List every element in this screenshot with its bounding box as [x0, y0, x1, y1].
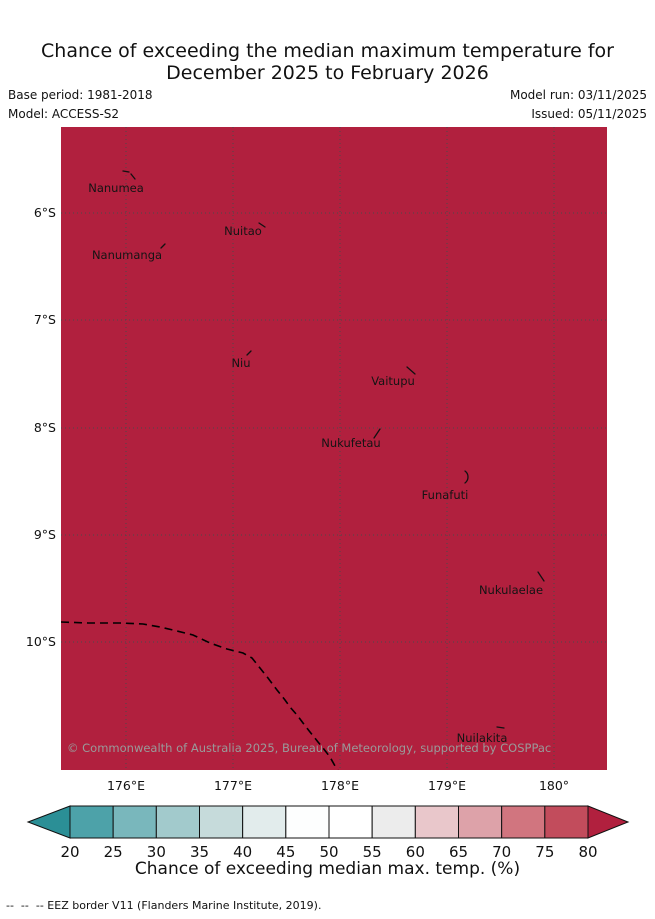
- island-mark-icon: [406, 366, 416, 375]
- colorbar-segment: [458, 805, 503, 839]
- colorbar-tick-label: 75: [535, 843, 555, 861]
- colorbar-segment: [69, 805, 114, 839]
- island-label: Vaitupu: [371, 374, 415, 388]
- island-label: Nanumea: [88, 181, 144, 195]
- colorbar-left-arrow-icon: [26, 805, 71, 839]
- title-line-1: Chance of exceeding the median maximum t…: [41, 40, 614, 62]
- island-label: Nanumanga: [91, 248, 163, 262]
- colorbar-segment: [328, 805, 373, 839]
- colorbar-label: Chance of exceeding median max. temp. (%…: [134, 859, 521, 879]
- colorbar-tick-label: 70: [492, 843, 512, 861]
- title-line-2: December 2025 to February 2026: [166, 62, 489, 84]
- island-label: Nukufetau: [321, 436, 381, 450]
- y-tick-label: 8°S: [33, 420, 56, 435]
- colorbar-tick-label: 45: [276, 843, 296, 861]
- y-tick-label: 10°S: [25, 634, 56, 649]
- island-mark-icon: [537, 571, 545, 582]
- colorbar-right-arrow-icon: [587, 805, 630, 839]
- colorbar-tick-label: 50: [319, 843, 339, 861]
- colorbar-segment: [414, 805, 460, 839]
- x-tick-label: 178°E: [320, 778, 359, 793]
- colorbar-tick-label: 20: [60, 843, 80, 861]
- colorbar-segment: [199, 805, 244, 839]
- island-label: Nuilakita: [456, 731, 508, 745]
- x-tick-label: 180°: [538, 778, 570, 793]
- y-tick-label: 7°S: [33, 312, 56, 327]
- colorbar: [26, 805, 630, 839]
- colorbar-tick-label: 35: [189, 843, 210, 861]
- map-overlay-svg: [61, 127, 607, 770]
- colorbar-segment: [501, 805, 546, 839]
- model-text: Model: ACCESS-S2: [8, 107, 120, 121]
- island-label: Funafuti: [421, 488, 469, 502]
- island-label: Niu: [231, 356, 251, 370]
- base-period-text: Base period: 1981-2018: [8, 88, 153, 102]
- colorbar-tick-label: 80: [578, 843, 598, 861]
- eez-legend-text: -- -- -- EEZ border V11 (Flanders Marine…: [6, 899, 322, 912]
- island-mark-icon: [160, 243, 166, 249]
- x-tick-label: 177°E: [213, 778, 252, 793]
- colorbar-tick-label: 55: [362, 843, 382, 861]
- meta-right: Model run: 03/11/2025 Issued: 05/11/2025: [510, 86, 647, 124]
- colorbar-segment: [371, 805, 416, 839]
- colorbar-segment: [544, 805, 589, 839]
- y-tick-label: 6°S: [33, 205, 56, 220]
- island-mark-icon: [464, 470, 469, 484]
- colorbar-segment: [112, 805, 157, 839]
- colorbar-tick-label: 40: [233, 843, 253, 861]
- island-label: Nukulaelae: [478, 583, 544, 597]
- colorbar-tick-label: 65: [448, 843, 469, 861]
- island-mark-icon: [496, 726, 505, 729]
- colorbar-tick-label: 25: [103, 843, 123, 861]
- issued-text: Issued: 05/11/2025: [531, 107, 647, 121]
- colorbar-tick-label: 60: [405, 843, 425, 861]
- y-tick-label: 9°S: [33, 527, 56, 542]
- island-mark-icon: [246, 350, 252, 356]
- model-run-text: Model run: 03/11/2025: [509, 88, 647, 102]
- x-tick-label: 179°E: [427, 778, 466, 793]
- island-label: Nuitao: [224, 224, 262, 238]
- colorbar-tick-label: 30: [146, 843, 166, 861]
- x-tick-label: 176°E: [106, 778, 145, 793]
- meta-left: Base period: 1981-2018 Model: ACCESS-S2: [8, 86, 153, 124]
- colorbar-segment: [285, 805, 330, 839]
- island-mark-icon: [373, 428, 381, 439]
- colorbar-segment: [155, 805, 200, 839]
- island-mark-icon: [122, 170, 136, 180]
- colorbar-segment: [242, 805, 287, 839]
- map-area: Nanumea Nuitao Nanumanga Niu Vaitupu Nukufeta…: [61, 127, 607, 770]
- figure-title: Chance of exceeding the median maximum t…: [0, 40, 655, 84]
- copyright-text: © Commonwealth of Australia 2025, Bureau…: [67, 741, 552, 755]
- eez-border-line: [61, 621, 339, 770]
- island-mark-icon: [258, 222, 266, 228]
